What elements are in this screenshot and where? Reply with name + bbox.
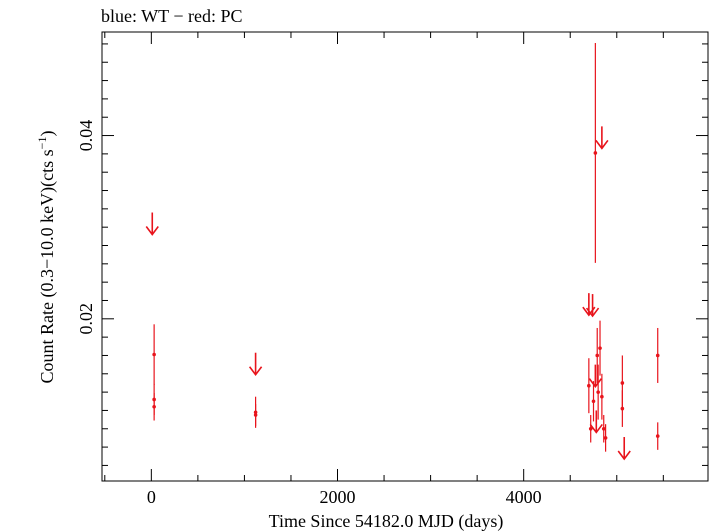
data-series-pc — [145, 42, 660, 461]
y-tick-label: 0.02 — [76, 303, 96, 335]
upper-limit-arrow — [145, 212, 159, 236]
upper-limit-arrow — [588, 364, 603, 388]
x-axis-label: Time Since 54182.0 MJD (days) — [269, 511, 504, 532]
y-tick-label: 0.04 — [76, 120, 96, 152]
data-point — [588, 426, 593, 431]
upper-limit-arrow — [589, 410, 603, 434]
data-point — [596, 390, 600, 394]
data-point — [620, 406, 625, 411]
upper-limit-head — [617, 450, 631, 461]
data-point — [620, 381, 625, 385]
x-tick-label: 2000 — [320, 487, 356, 507]
data-point — [598, 346, 602, 350]
upper-limit-head — [589, 423, 603, 434]
data-point — [655, 434, 660, 438]
upper-limit-arrow — [585, 294, 600, 318]
data-point — [591, 399, 596, 404]
upper-limit-arrow — [248, 352, 263, 377]
data-point — [600, 394, 604, 399]
x-tick-label: 4000 — [506, 487, 542, 507]
data-point — [253, 413, 258, 417]
data-point — [587, 383, 591, 388]
y-axis-label-exponent: −1 — [35, 137, 49, 150]
y-axis-label: Count Rate (0.3−10.0 keV)(cts s−1) — [35, 131, 58, 384]
data-point — [152, 352, 156, 357]
x-tick-label: 0 — [147, 487, 156, 507]
data-point — [603, 436, 608, 440]
upper-limit-head — [248, 366, 263, 377]
data-point — [601, 426, 606, 431]
data-point — [655, 353, 660, 358]
upper-limit-head — [595, 139, 609, 150]
upper-limit-head — [145, 226, 159, 236]
data-point — [152, 404, 156, 409]
axis-ticks: 0 2000 4000 0.02 0.04 — [76, 32, 708, 507]
upper-limit-head — [585, 307, 600, 318]
y-axis-label-main: Count Rate (0.3−10.0 keV)(cts s — [37, 149, 58, 383]
data-point — [595, 353, 600, 358]
plot-frame — [101, 31, 709, 482]
upper-limit-arrow — [617, 437, 631, 461]
upper-limit-head — [588, 378, 603, 388]
upper-limit-arrow — [595, 126, 609, 150]
chart-title: blue: WT − red: PC — [101, 6, 242, 26]
y-axis-label-close: ) — [37, 131, 58, 137]
data-point — [593, 151, 598, 155]
